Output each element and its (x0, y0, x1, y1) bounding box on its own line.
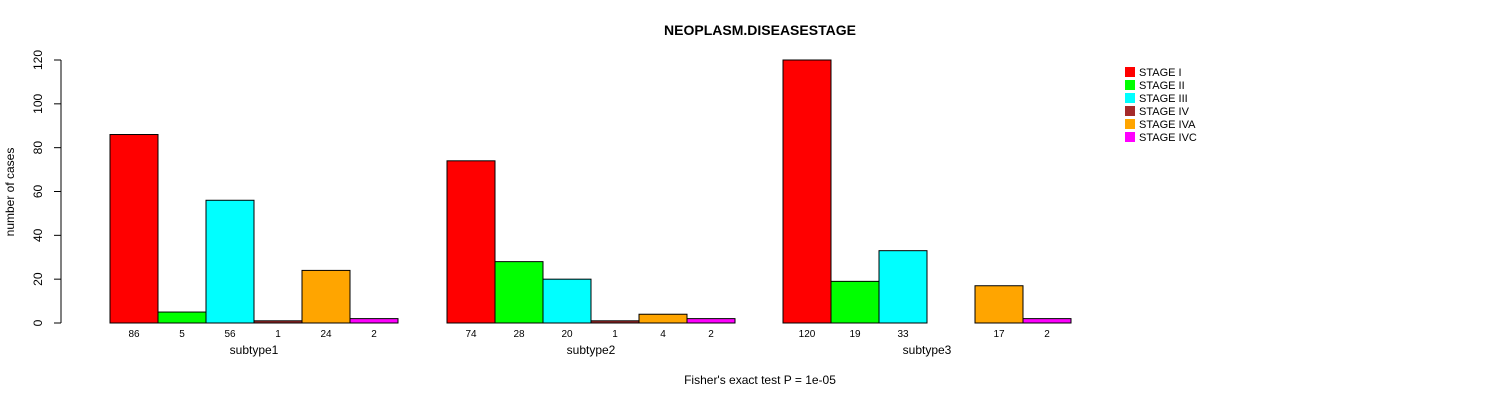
legend-label: STAGE IVC (1139, 132, 1197, 144)
bar-subtype1-stage-ivc (349, 318, 399, 324)
y-tick-label: 80 (31, 141, 45, 155)
bar-value-label: 17 (993, 329, 1005, 340)
x-category-label: subtype2 (567, 343, 616, 357)
legend-label: STAGE I (1139, 67, 1182, 79)
bar-value-label: 74 (465, 329, 477, 340)
chart-title: NEOPLASM.DISEASESTAGE (664, 22, 856, 38)
bar-subtype2-stage-ivc (686, 318, 736, 324)
legend-swatch (1125, 132, 1135, 142)
bar-subtype1-stage-ii (157, 311, 207, 324)
y-tick-label: 40 (31, 228, 45, 242)
y-axis-label: number of cases (3, 148, 17, 237)
bar-value-label: 5 (179, 329, 185, 340)
legend-swatch (1125, 119, 1135, 129)
bar-value-label: 33 (897, 329, 909, 340)
bar-subtype3-stage-iii (878, 250, 928, 324)
y-ticks: 0 20 40 60 80 100 120 (31, 50, 61, 326)
bar-subtype2-stage-iii (542, 278, 592, 324)
bar-value-label: 1 (612, 329, 618, 340)
bars: 86 5 56 1 24 2 subtype1 74 28 20 1 4 2 subtype2 120 19 3… (109, 59, 1072, 357)
bar-value-label: 24 (320, 329, 332, 340)
bar-value-label: 2 (371, 329, 377, 340)
bar-subtype3-stage-ivc (1022, 318, 1072, 324)
fisher-test-footer: Fisher's exact test P = 1e-05 (684, 373, 836, 387)
legend-swatch (1125, 80, 1135, 90)
bar-subtype1-stage-i (109, 134, 159, 324)
bar-subtype1-stage-iva (301, 269, 351, 324)
bar-value-label: 2 (708, 329, 714, 340)
legend-label: STAGE IVA (1139, 119, 1196, 131)
legend-swatch (1125, 106, 1135, 116)
legend-swatch (1125, 93, 1135, 103)
bar-value-label: 86 (128, 329, 140, 340)
legend-label: STAGE II (1139, 80, 1185, 92)
y-tick-label: 20 (31, 272, 45, 286)
bar-subtype2-stage-i (446, 160, 496, 324)
bar-subtype3-stage-i (782, 59, 832, 324)
x-category-label: subtype1 (230, 343, 279, 357)
bar-subtype1-stage-iii (205, 199, 255, 324)
bar-subtype3-stage-ii (830, 280, 880, 324)
y-tick-label: 0 (31, 319, 45, 326)
bar-value-label: 120 (799, 329, 816, 340)
bar-subtype1-stage-iv (253, 320, 303, 324)
bar-value-label: 56 (224, 329, 236, 340)
bar-value-label: 1 (275, 329, 281, 340)
bar-subtype2-stage-ii (494, 261, 544, 324)
legend-swatch (1125, 67, 1135, 77)
bar-value-label: 19 (849, 329, 861, 340)
bar-value-label: 2 (1044, 329, 1050, 340)
y-tick-label: 120 (31, 50, 45, 70)
bar-subtype3-stage-iva (974, 285, 1024, 324)
x-category-label: subtype3 (903, 343, 952, 357)
y-tick-label: 100 (31, 94, 45, 114)
bar-subtype2-stage-iv (590, 320, 640, 324)
bar-subtype2-stage-iva (638, 313, 688, 324)
bar-value-label: 20 (561, 329, 573, 340)
legend-label: STAGE IV (1139, 106, 1190, 118)
bar-value-label: 4 (660, 329, 666, 340)
bar-value-label: 28 (513, 329, 525, 340)
y-tick-label: 60 (31, 185, 45, 199)
legend-label: STAGE III (1139, 93, 1188, 105)
